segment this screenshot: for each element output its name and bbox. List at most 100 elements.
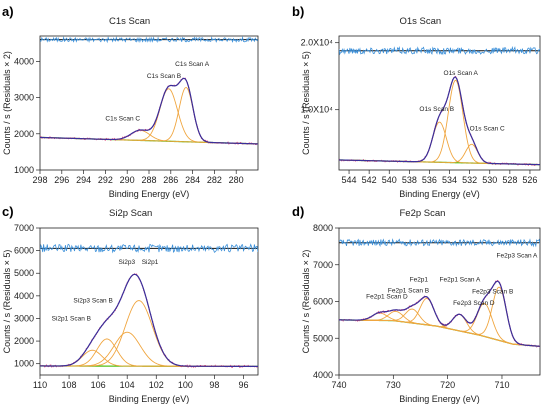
component-c1s-scan-b: [40, 88, 258, 145]
x-tick-label: 294: [76, 175, 91, 185]
y-tick-label: 4000: [14, 291, 34, 301]
peak-label: O1s Scan B: [419, 106, 454, 113]
component-fe2p3-scan-d: [339, 313, 540, 347]
y-tick-label: 6000: [313, 297, 333, 307]
x-axis-label: Binding Energy (eV): [399, 189, 480, 199]
chart-title: Si2p Scan: [109, 208, 152, 219]
x-axis-label: Binding Energy (eV): [109, 394, 190, 404]
peak-label: Fe2p1 Scan B: [388, 288, 429, 295]
y-tick-label: 4000: [14, 56, 34, 66]
y-axis-label: Counts / s (Residuals × 2): [2, 51, 12, 155]
chart-title: O1s Scan: [400, 16, 442, 27]
y-tick-label: 5000: [14, 268, 34, 278]
x-tick-label: 282: [207, 175, 222, 185]
y-tick-label: 3000: [14, 313, 34, 323]
y-tick-label: 8000: [313, 223, 333, 233]
chart-panel-2: b) O1s Scan 544 542 540 538 536 534 532 530 528 526…: [292, 4, 541, 199]
residual-trace: [40, 36, 258, 44]
plot-area: [339, 45, 540, 166]
data-trace: [339, 75, 540, 166]
envelope-fit: [40, 77, 258, 145]
x-tick-label: 288: [141, 175, 156, 185]
x-tick-label: 102: [149, 380, 164, 390]
x-tick-label: 104: [120, 380, 135, 390]
panel-label: c): [2, 204, 14, 219]
peak-label: Fe2p3 Scan D: [453, 300, 495, 307]
x-tick-label: 284: [185, 175, 200, 185]
panel-label: d): [292, 204, 304, 219]
x-tick-label: 100: [178, 380, 193, 390]
x-tick-label: 730: [386, 380, 401, 390]
component-o1s-scan-b: [339, 121, 540, 166]
peak-label: C1s Scan B: [147, 73, 181, 80]
x-tick-label: 280: [229, 175, 244, 185]
peak-label: Si2p1: [142, 259, 159, 266]
x-tick-label: 542: [362, 175, 377, 185]
y-tick-label: 2.0X10⁴: [301, 38, 334, 48]
x-axis-label: Binding Energy (eV): [399, 394, 480, 404]
peak-label: C1s Scan A: [175, 61, 210, 68]
peak-label: O1s Scan A: [444, 70, 479, 77]
x-tick-label: 110: [33, 380, 47, 390]
chart-panel-3: c) Si2p Scan 110 108 106 104 102 100 98 96 Binding…: [2, 204, 259, 404]
x-tick-label: 96: [238, 380, 248, 390]
plot-frame: [39, 227, 259, 376]
y-tick-label: 4000: [313, 370, 333, 380]
y-tick-label: 1000: [14, 165, 34, 175]
x-tick-label: 530: [482, 175, 497, 185]
envelope-fit: [339, 76, 540, 166]
x-tick-label: 526: [522, 175, 537, 185]
component-si2p3: [40, 331, 258, 367]
y-tick-label: 2000: [14, 129, 34, 139]
peak-label: C1s Scan C: [105, 116, 140, 123]
x-tick-label: 536: [422, 175, 437, 185]
plot-area: [40, 36, 258, 146]
x-tick-label: 98: [209, 380, 219, 390]
x-tick-label: 720: [440, 380, 455, 390]
peak-label: Si2p1 Scan B: [52, 316, 91, 323]
component-c1s-scan-a: [40, 86, 258, 145]
background-line: [339, 319, 540, 347]
peak-label: Fe2p3 Scan A: [497, 252, 538, 259]
plot-frame: [39, 35, 259, 171]
component-si2p3-scan-b: [40, 338, 258, 367]
x-tick-label: 290: [120, 175, 135, 185]
x-tick-label: 296: [54, 175, 69, 185]
x-tick-label: 286: [163, 175, 178, 185]
x-tick-label: 298: [32, 175, 47, 185]
panel-label: a): [2, 4, 14, 19]
plot-area: [40, 243, 258, 369]
x-tick-label: 534: [442, 175, 457, 185]
x-tick-label: 292: [98, 175, 113, 185]
chart-title: Fe2p Scan: [400, 208, 446, 219]
plot-frame: [338, 227, 541, 376]
peak-label: Si2p3: [118, 259, 135, 266]
peak-label: Si2p3 Scan B: [73, 298, 112, 305]
x-tick-label: 540: [382, 175, 397, 185]
x-tick-label: 740: [331, 380, 346, 390]
chart-panel-4: d) Fe2p Scan 740 730 720 710 Binding Energy (e…: [292, 204, 541, 404]
envelope-fit: [339, 280, 540, 347]
y-axis-label: Counts / s (Residuals × 5): [2, 250, 12, 354]
peak-label: O1s Scan C: [470, 125, 505, 132]
chart-title: C1s Scan: [109, 16, 150, 27]
y-tick-label: 1000: [14, 359, 34, 369]
residual-trace: [40, 243, 258, 254]
y-axis-label: Counts / s (Residuals × 5): [301, 51, 311, 155]
y-axis-label: Counts / s (Residuals × 2): [301, 250, 311, 354]
x-tick-label: 528: [502, 175, 517, 185]
y-tick-label: 6000: [14, 246, 34, 256]
chart-panel-1: a) C1s Scan 298 296 294 292 290 288 286 284 282 280…: [2, 4, 259, 199]
residual-trace: [339, 238, 540, 248]
peak-label: Fe2p1 Scan D: [366, 294, 408, 301]
envelope-fit: [40, 273, 258, 368]
y-tick-label: 3000: [14, 93, 34, 103]
x-tick-label: 544: [342, 175, 357, 185]
component-c1s-scan-c: [40, 129, 258, 145]
y-tick-label: 7000: [313, 260, 333, 270]
peak-label: Fe2p1: [410, 276, 429, 283]
y-tick-label: 2000: [14, 336, 34, 346]
plot-area: [339, 238, 540, 348]
panel-label: b): [292, 4, 304, 19]
